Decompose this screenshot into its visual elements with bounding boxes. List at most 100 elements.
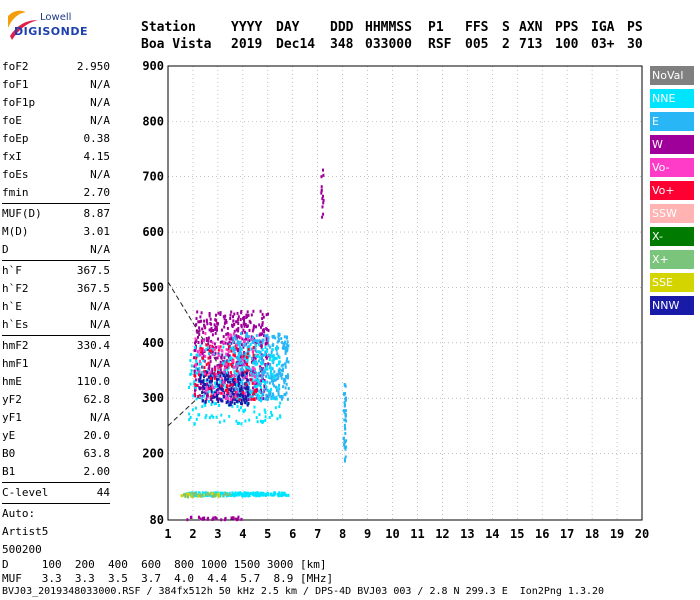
- echo-point: [195, 492, 198, 496]
- echo-point: [271, 493, 274, 497]
- echo-point: [244, 364, 247, 368]
- echo-point: [245, 383, 248, 386]
- echo-point: [276, 340, 279, 344]
- param-name: foF2: [2, 60, 29, 73]
- echo-point: [241, 366, 244, 369]
- echo-point: [273, 370, 276, 374]
- echo-point: [240, 311, 243, 315]
- echo-point: [221, 361, 224, 365]
- echo-point: [271, 354, 274, 358]
- echo-point: [267, 492, 270, 496]
- echo-point: [214, 331, 217, 335]
- echo-point: [200, 350, 203, 354]
- echo-point: [270, 395, 273, 399]
- auto-scaling-line: Artist5: [2, 525, 49, 538]
- echo-point: [258, 343, 261, 347]
- echo-point: [228, 388, 231, 392]
- echo-point: [281, 369, 284, 373]
- echo-point: [199, 517, 202, 521]
- echo-point: [234, 387, 237, 391]
- echo-point: [267, 312, 269, 316]
- echo-point: [189, 372, 192, 376]
- echo-point: [321, 205, 324, 209]
- echo-point: [211, 495, 214, 498]
- echo-point: [217, 352, 220, 356]
- echo-point: [211, 384, 214, 388]
- echo-point: [236, 398, 239, 402]
- echo-point: [248, 492, 251, 496]
- param-value: 110.0: [76, 375, 110, 388]
- echo-point: [235, 320, 238, 324]
- echo-point: [202, 348, 205, 352]
- echo-point: [259, 374, 262, 378]
- echo-point: [281, 397, 283, 401]
- echo-point: [218, 403, 221, 407]
- param-row: hmF2 330.4: [2, 337, 110, 355]
- echo-point: [249, 391, 252, 395]
- param-name: D: [2, 243, 9, 256]
- echo-point: [206, 378, 209, 382]
- echo-point: [191, 408, 194, 412]
- echo-point: [257, 354, 260, 358]
- echo-point: [190, 353, 193, 356]
- echo-point: [226, 332, 229, 336]
- echo-point: [240, 399, 243, 402]
- echo-point: [233, 312, 236, 316]
- echo-point: [227, 374, 230, 378]
- echo-point: [287, 493, 290, 497]
- echo-point: [210, 403, 213, 406]
- echo-point: [219, 345, 222, 349]
- echo-point: [212, 516, 215, 520]
- echo-point: [210, 394, 213, 398]
- echo-point: [204, 382, 207, 386]
- echo-point: [222, 374, 225, 378]
- echo-point: [200, 311, 203, 315]
- param-row: yF1 N/A: [2, 409, 110, 427]
- echo-point: [205, 414, 208, 417]
- echo-point: [281, 373, 284, 377]
- echo-point: [203, 387, 206, 390]
- param-name: h`F2: [2, 282, 29, 295]
- echo-point: [252, 372, 255, 376]
- echo-point: [246, 352, 249, 356]
- echo-point: [321, 197, 324, 201]
- echo-point: [216, 378, 219, 382]
- echo-point: [181, 494, 184, 498]
- echo-point: [273, 491, 275, 495]
- echo-point: [279, 401, 282, 405]
- echo-point: [218, 363, 221, 367]
- echo-point: [231, 492, 234, 496]
- echo-point: [247, 337, 250, 341]
- legend-item-x: X-: [650, 227, 694, 246]
- echo-point: [205, 348, 208, 352]
- echo-point: [230, 397, 233, 401]
- echo-point: [198, 348, 201, 352]
- echo-point: [227, 371, 230, 375]
- echo-point: [261, 354, 263, 358]
- echo-point: [206, 492, 209, 496]
- echo-point: [230, 341, 233, 345]
- profile-line-lower: [167, 381, 216, 427]
- echo-point: [286, 347, 289, 351]
- echo-point: [255, 374, 258, 378]
- echo-point: [202, 331, 205, 334]
- echo-point: [193, 422, 196, 426]
- echo-point: [274, 397, 277, 401]
- echo-point: [264, 397, 267, 401]
- echo-point: [265, 397, 268, 400]
- echo-point: [265, 327, 268, 331]
- echo-point: [272, 375, 274, 379]
- echo-point: [219, 494, 222, 498]
- header-label: PPS: [555, 20, 579, 35]
- echo-point: [267, 375, 270, 379]
- echo-point: [224, 516, 227, 520]
- echo-point: [254, 388, 257, 392]
- echo-point: [241, 382, 244, 386]
- echo-point: [196, 383, 199, 387]
- echo-point: [344, 398, 347, 402]
- echo-point: [208, 314, 211, 318]
- echo-point: [202, 385, 205, 389]
- echo-point: [250, 347, 253, 351]
- echo-point: [344, 426, 346, 430]
- echo-point: [269, 367, 272, 371]
